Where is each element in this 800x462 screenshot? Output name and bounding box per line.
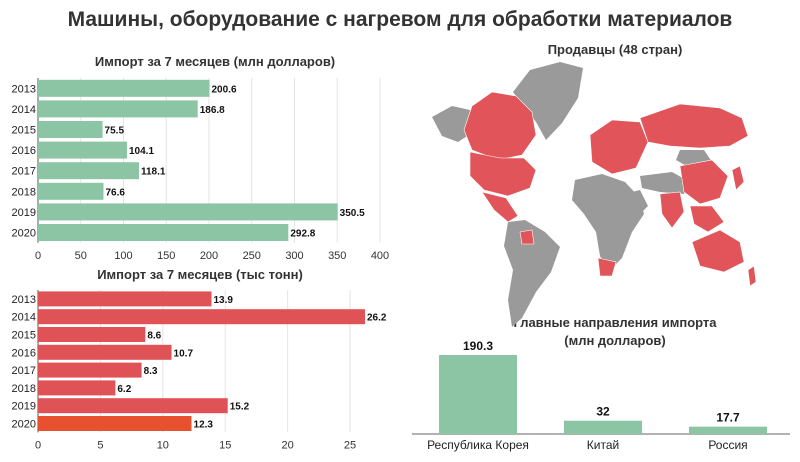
category-label: Россия bbox=[708, 438, 747, 452]
value-label: 200.6 bbox=[212, 84, 237, 95]
chart3-title: Главные направления импорта bbox=[513, 315, 717, 330]
category-label: Республика Корея bbox=[427, 438, 529, 452]
value-label: 12.3 bbox=[194, 420, 214, 431]
x-tick-label: 15 bbox=[219, 439, 231, 451]
category-label: 2013 bbox=[12, 83, 36, 95]
bar bbox=[689, 426, 767, 434]
category-label: 2013 bbox=[12, 294, 36, 306]
bar bbox=[439, 355, 517, 434]
value-label: 26.2 bbox=[367, 313, 387, 324]
page-title: Машины, оборудование с нагревом для обра… bbox=[67, 8, 733, 31]
bar bbox=[38, 309, 366, 325]
x-tick-label: 250 bbox=[243, 250, 261, 262]
category-label: 2020 bbox=[12, 419, 36, 431]
value-label: 75.5 bbox=[105, 126, 125, 137]
x-tick-label: 50 bbox=[75, 250, 87, 262]
category-label: 2020 bbox=[12, 228, 36, 240]
value-label: 15.2 bbox=[230, 402, 250, 413]
value-label: 10.7 bbox=[174, 348, 194, 359]
x-tick-label: 400 bbox=[371, 250, 389, 262]
bar bbox=[38, 398, 228, 414]
x-tick-label: 20 bbox=[282, 439, 294, 451]
category-label: 2019 bbox=[12, 207, 36, 219]
x-tick-label: 200 bbox=[200, 250, 218, 262]
bar bbox=[38, 327, 146, 342]
value-label: 32 bbox=[596, 405, 610, 419]
chart2-title: Импорт за 7 месяцев (тыс тонн) bbox=[97, 267, 303, 282]
bar bbox=[38, 380, 116, 396]
map-title: Продавцы (48 стран) bbox=[547, 42, 683, 57]
x-tick-label: 100 bbox=[114, 250, 132, 262]
value-label: 8.6 bbox=[147, 331, 161, 342]
value-label: 8.3 bbox=[144, 366, 158, 377]
bar bbox=[38, 79, 210, 97]
category-label: 2018 bbox=[12, 186, 36, 198]
bar bbox=[38, 162, 139, 180]
value-label: 292.8 bbox=[290, 229, 315, 240]
chart3-subtitle: (млн долларов) bbox=[564, 333, 666, 348]
value-label: 118.1 bbox=[141, 167, 166, 178]
x-tick-label: 350 bbox=[328, 250, 346, 262]
bar bbox=[38, 344, 172, 360]
bar bbox=[38, 203, 338, 221]
bar bbox=[38, 416, 192, 431]
category-label: 2015 bbox=[12, 125, 36, 137]
category-label: 2019 bbox=[12, 401, 36, 413]
value-label: 76.6 bbox=[105, 187, 125, 198]
category-label: 2016 bbox=[12, 347, 36, 359]
category-label: 2018 bbox=[12, 383, 36, 395]
bar bbox=[38, 141, 128, 159]
category-label: 2014 bbox=[12, 312, 36, 324]
category-label: Китай bbox=[587, 438, 619, 452]
value-label: 13.9 bbox=[213, 295, 233, 306]
bar bbox=[38, 224, 289, 241]
value-label: 186.8 bbox=[200, 105, 225, 116]
category-label: 2015 bbox=[12, 330, 36, 342]
category-label: 2016 bbox=[12, 145, 36, 157]
x-tick-label: 0 bbox=[35, 250, 41, 262]
bar bbox=[38, 182, 104, 200]
chart1-title: Импорт за 7 месяцев (млн долларов) bbox=[94, 54, 336, 69]
value-label: 6.2 bbox=[117, 384, 131, 395]
x-tick-label: 5 bbox=[97, 439, 103, 451]
value-label: 350.5 bbox=[340, 208, 365, 219]
value-label: 104.1 bbox=[129, 146, 154, 157]
bar bbox=[38, 362, 142, 378]
category-label: 2017 bbox=[12, 365, 36, 377]
x-tick-label: 0 bbox=[35, 439, 41, 451]
x-tick-label: 10 bbox=[157, 439, 169, 451]
bar bbox=[38, 100, 198, 118]
value-label: 17.7 bbox=[716, 411, 740, 425]
bar bbox=[38, 121, 103, 138]
bar bbox=[38, 291, 212, 307]
x-tick-label: 25 bbox=[344, 439, 356, 451]
x-tick-label: 150 bbox=[157, 250, 175, 262]
bar bbox=[564, 420, 642, 434]
x-tick-label: 300 bbox=[285, 250, 303, 262]
category-label: 2017 bbox=[12, 166, 36, 178]
value-label: 190.3 bbox=[463, 339, 493, 353]
category-label: 2014 bbox=[12, 104, 36, 116]
